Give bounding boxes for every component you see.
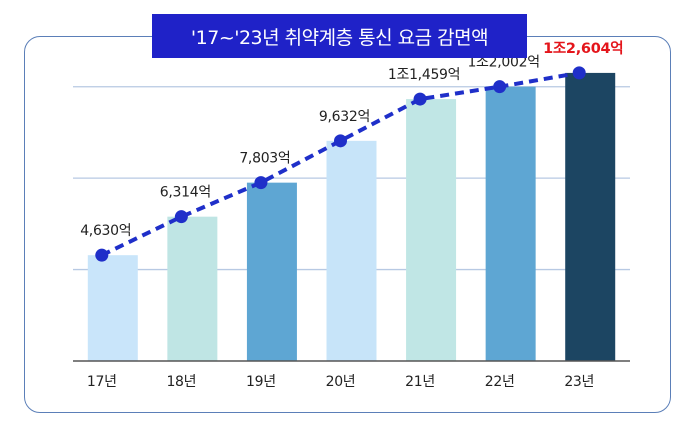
data-label-18년: 6,314억 xyxy=(160,185,211,201)
x-tick-21년: 21년 xyxy=(405,374,435,390)
point-18년 xyxy=(174,210,188,224)
data-label-23년: 1조2,604억 xyxy=(543,39,623,57)
x-tick-labels: 17년 18년 19년 20년 21년 22년 23년 xyxy=(87,374,595,390)
point-19년 xyxy=(254,176,268,190)
x-tick-19년: 19년 xyxy=(246,374,276,390)
point-23년 xyxy=(572,66,586,80)
point-17년 xyxy=(95,248,109,262)
data-label-21년: 1조1,459억 xyxy=(388,67,460,83)
data-labels: 4,630억 6,314억 7,803억 9,632억 1조1,459억 1조2,002억… xyxy=(80,39,623,239)
x-tick-23년: 23년 xyxy=(564,374,594,390)
bar-19년 xyxy=(246,182,297,361)
data-label-17년: 4,630억 xyxy=(80,223,131,239)
trend-points xyxy=(95,66,586,262)
bar-23년 xyxy=(565,72,616,361)
bar-22년 xyxy=(485,86,536,361)
chart-title: '17~'23년 취약계층 통신 요금 감면액 xyxy=(152,14,527,58)
x-tick-17년: 17년 xyxy=(87,374,117,390)
bar-20년 xyxy=(326,140,377,361)
point-21년 xyxy=(413,92,427,106)
point-22년 xyxy=(493,80,507,94)
x-tick-18년: 18년 xyxy=(166,374,196,390)
bars xyxy=(87,72,616,361)
data-label-20년: 9,632억 xyxy=(319,109,370,125)
x-tick-20년: 20년 xyxy=(326,374,356,390)
bar-21년 xyxy=(406,99,457,361)
bar-17년 xyxy=(87,255,138,361)
bar-18년 xyxy=(167,216,218,361)
data-label-19년: 7,803억 xyxy=(239,151,290,167)
x-tick-22년: 22년 xyxy=(485,374,515,390)
point-20년 xyxy=(334,134,347,148)
data-label-22년: 1조2,002억 xyxy=(467,55,539,71)
